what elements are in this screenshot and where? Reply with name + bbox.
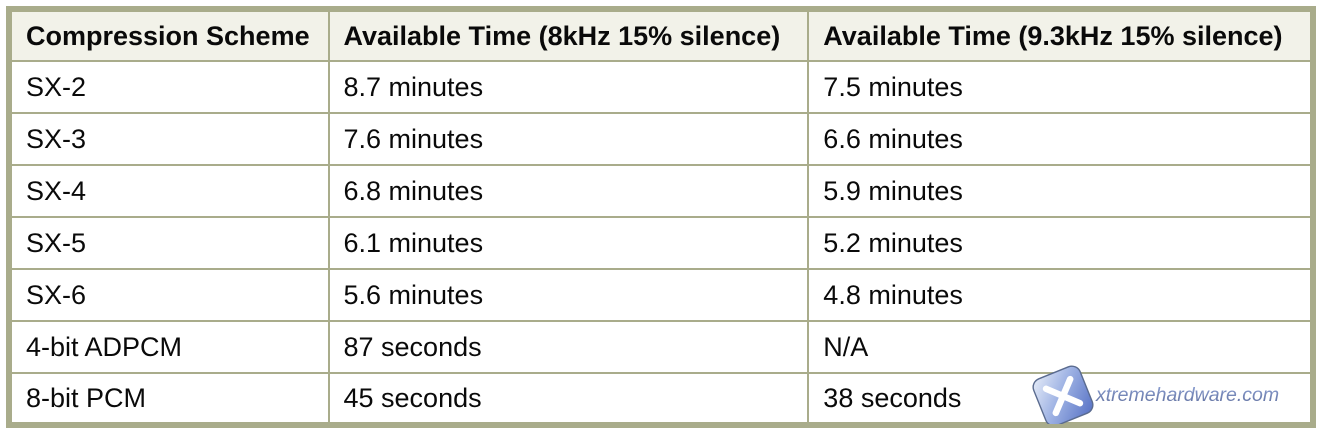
svg-text:xtremehardware.com: xtremehardware.com bbox=[1095, 384, 1279, 406]
